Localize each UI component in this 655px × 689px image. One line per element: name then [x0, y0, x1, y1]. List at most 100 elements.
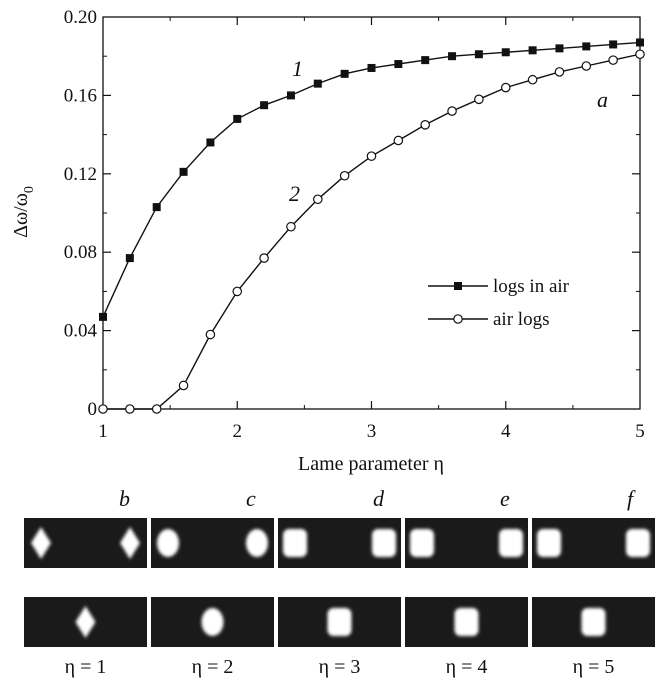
x-tick-label: 4 [501, 421, 511, 442]
data-point-air-logs [554, 67, 565, 77]
field-panel-e: e η = 4 [405, 486, 528, 678]
data-point-air-logs [232, 286, 243, 297]
x-tick-label: 5 [635, 421, 645, 442]
data-point-air-logs [635, 49, 645, 60]
data-point-air-logs [581, 61, 592, 71]
y-tick-label: 0 [88, 399, 98, 420]
field-spot [454, 608, 479, 636]
eta-label: η = 2 [192, 656, 234, 678]
data-point-logs-in-air [152, 203, 161, 212]
axis-ticks: 1 2 3 4 5 0 0.04 0.08 0.12 0.16 0.20 [64, 7, 645, 442]
series-layer [98, 38, 645, 414]
data-point-logs-in-air [179, 167, 188, 176]
field-panel-f: f η = 5 [532, 486, 655, 678]
data-point-logs-in-air [609, 40, 618, 49]
data-point-logs-in-air [421, 56, 430, 65]
data-point-logs-in-air [260, 101, 269, 110]
eta-label: η = 5 [573, 656, 615, 678]
data-point-logs-in-air [636, 38, 644, 47]
field-spot [283, 529, 307, 557]
x-axis-title: Lame parameter η [298, 453, 444, 475]
x-tick-label: 3 [367, 421, 377, 442]
panel-label-a: a [597, 87, 608, 112]
data-point-air-logs [500, 82, 511, 93]
curve-label-1: 1 [292, 56, 303, 81]
field-panel-b: b η = 1 [24, 486, 147, 678]
series-line-air-logs [103, 53, 641, 410]
field-panels: b η = 1 c η = 2 d η = 3 e η = 4 f η = 5 [24, 486, 655, 678]
data-point-air-logs [474, 94, 484, 105]
data-point-logs-in-air [448, 52, 457, 61]
eta-label: η = 1 [65, 656, 107, 678]
field-spot [120, 527, 140, 559]
legend-label-air-logs: air logs [493, 309, 549, 330]
data-point-air-logs [98, 404, 108, 414]
field-spot [581, 608, 606, 636]
data-point-logs-in-air [474, 50, 483, 59]
legend: logs in air air logs [428, 276, 570, 330]
x-tick-label: 2 [233, 421, 243, 442]
data-point-air-logs [366, 151, 377, 161]
data-point-air-logs [393, 135, 404, 146]
data-point-logs-in-air [313, 79, 322, 88]
data-point-logs-in-air [99, 312, 107, 321]
y-tick-label: 0.04 [64, 321, 98, 342]
y-tick-label: 0.16 [64, 85, 97, 106]
field-spot [75, 606, 96, 638]
y-axis-title-subscript: 0 [22, 186, 37, 193]
field-spot [157, 529, 179, 557]
data-point-air-logs [339, 170, 350, 181]
data-point-air-logs [151, 404, 162, 414]
data-point-air-logs [205, 329, 216, 340]
data-point-logs-in-air [125, 254, 134, 263]
y-axis-title: Δω/ω0 [10, 186, 37, 238]
field-spot [410, 529, 434, 557]
curve-label-2: 2 [289, 181, 300, 206]
field-spot [537, 529, 561, 557]
y-axis-title-main: Δω/ω [10, 193, 32, 238]
data-point-air-logs [312, 194, 323, 205]
eta-label: η = 3 [319, 656, 361, 678]
data-point-air-logs [527, 74, 538, 85]
field-spot [246, 529, 268, 557]
field-panel-c: c η = 2 [151, 486, 274, 678]
data-point-logs-in-air [233, 114, 242, 123]
chart-a: 1 2 3 4 5 0 0.04 0.08 0.12 0.16 0.20 1 2 a logs in… [10, 7, 645, 475]
panel-label-e: e [500, 486, 510, 511]
field-spot [499, 529, 523, 557]
data-point-air-logs [420, 120, 430, 130]
legend-marker-logs-in-air [454, 282, 462, 290]
data-point-logs-in-air [340, 69, 349, 78]
field-spot [201, 608, 224, 636]
field-spot [31, 527, 51, 559]
data-point-logs-in-air [582, 42, 591, 51]
data-point-logs-in-air [555, 44, 564, 53]
data-point-logs-in-air [367, 63, 376, 72]
eta-label: η = 4 [446, 656, 488, 678]
y-tick-label: 0.08 [64, 242, 97, 263]
data-point-air-logs [178, 380, 189, 391]
x-tick-label: 1 [98, 421, 108, 442]
data-point-logs-in-air [394, 60, 403, 69]
data-point-air-logs [608, 55, 618, 65]
panel-label-d: d [373, 486, 385, 511]
data-point-air-logs [125, 404, 135, 414]
legend-entry-logs-in-air: logs in air [428, 276, 570, 297]
data-point-logs-in-air [206, 138, 215, 147]
legend-label-logs-in-air: logs in air [493, 276, 570, 297]
data-point-air-logs [259, 253, 269, 263]
legend-marker-air-logs [453, 314, 463, 324]
y-tick-label: 0.12 [64, 164, 97, 185]
data-point-logs-in-air [286, 91, 295, 100]
legend-entry-air-logs: air logs [428, 309, 549, 330]
data-point-air-logs [447, 106, 457, 116]
data-point-logs-in-air [528, 46, 537, 55]
data-point-logs-in-air [501, 48, 510, 57]
field-spot [626, 529, 650, 557]
data-point-air-logs [286, 221, 296, 232]
field-spot [372, 529, 396, 557]
y-tick-label: 0.20 [64, 7, 97, 28]
field-panel-d: d η = 3 [278, 486, 401, 678]
panel-label-c: c [246, 486, 256, 511]
